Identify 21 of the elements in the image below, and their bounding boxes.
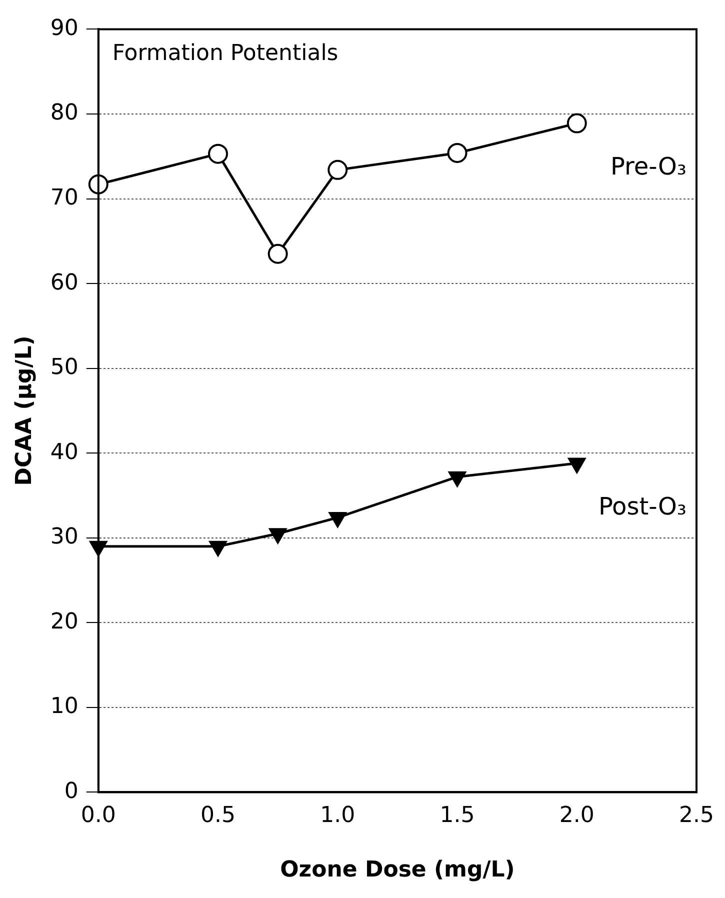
x-axis-title: Ozone Dose (mg/L)	[280, 858, 515, 883]
series-label: Pre-O₃	[610, 152, 687, 181]
y-tick-label: 50	[50, 355, 78, 380]
x-tick-label: 1.0	[320, 803, 356, 828]
x-tick-label: 0.0	[80, 803, 116, 828]
y-tick-label: 90	[50, 16, 78, 41]
x-tick-label: 2.5	[679, 803, 714, 828]
y-tick-label: 10	[50, 694, 78, 720]
text: Formation Potentials	[112, 40, 338, 66]
x-tick-label: 0.5	[200, 803, 236, 828]
x-tick-label: 1.5	[440, 803, 475, 828]
y-tick-label: 20	[50, 609, 78, 634]
y-tick-label: 0	[64, 778, 78, 804]
y-tick-label: 40	[50, 440, 78, 465]
y-tick-label: 60	[50, 270, 78, 296]
y-tick-label: 80	[50, 100, 78, 126]
series-label: Post-O₃	[598, 492, 687, 520]
y-tick-label: 70	[50, 185, 78, 210]
y-tick-label: 30	[50, 524, 78, 550]
x-tick-label: 2.0	[559, 803, 594, 828]
y-axis-title: DCAA (μg/L)	[12, 336, 37, 486]
